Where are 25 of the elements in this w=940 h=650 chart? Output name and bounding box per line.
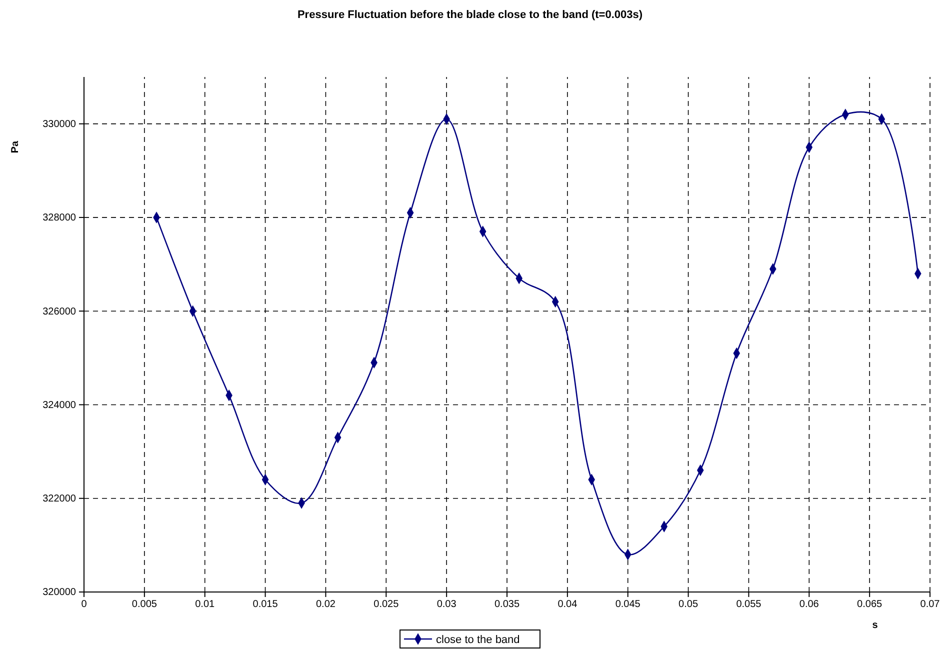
x-tick-label: 0.065 [857,599,883,610]
y-axis-title: Pa [10,140,21,154]
x-tick-label: 0.05 [678,599,698,610]
x-tick-label: 0.035 [494,599,520,610]
x-tick-label: 0.07 [920,599,940,610]
y-tick-label: 324000 [42,400,76,411]
y-tick-label: 320000 [42,587,76,598]
x-tick-label: 0.055 [736,599,762,610]
x-tick-label: 0.03 [436,599,457,610]
chart-title: Pressure Fluctuation before the blade close to the band (t=0.003s) [297,9,643,21]
x-tick-label: 0.045 [615,599,641,610]
x-tick-label: 0.06 [799,599,820,610]
y-tick-label: 322000 [42,494,76,505]
y-tick-label: 326000 [42,306,76,318]
y-tick-label: 330000 [42,119,76,130]
x-tick-label: 0.04 [558,599,578,610]
y-tick-label: 328000 [42,212,76,224]
x-axis-title: s [872,620,878,631]
x-tick-label: 0 [81,599,88,610]
x-tick-label: 0.005 [132,599,158,610]
x-tick-label: 0.01 [195,599,216,610]
x-tick-label: 0.02 [316,599,336,610]
x-tick-label: 0.015 [252,599,278,610]
x-tick-label: 0.025 [374,599,400,610]
legend-label: close to the band [436,634,520,646]
